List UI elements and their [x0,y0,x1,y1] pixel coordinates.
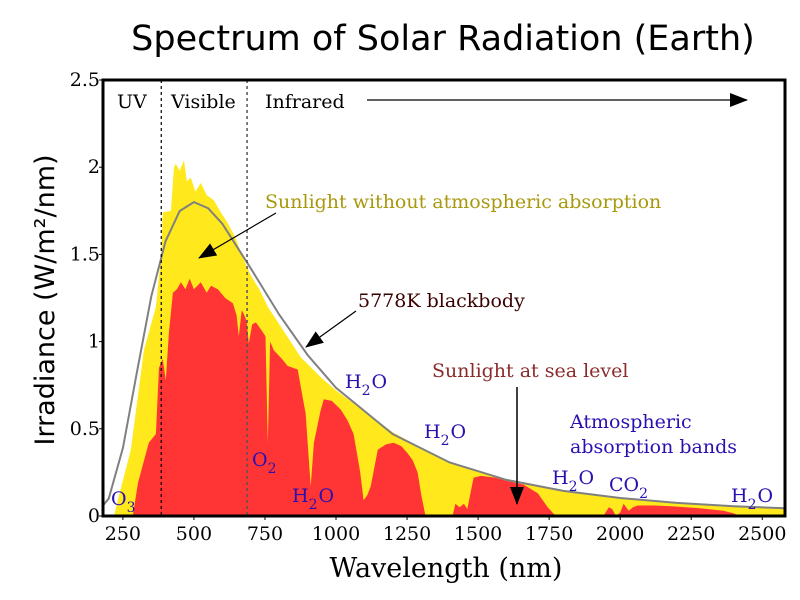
x-axis-label: Wavelength (nm) [330,553,563,584]
series-sea-level-area [132,278,740,516]
molecule-label: H2O [731,485,773,513]
y-tick-label: 1.5 [70,243,100,265]
arrow-blackbody [305,310,357,348]
arrow-extraterrestrial [198,212,277,259]
y-tick-label: 1 [88,331,100,353]
x-tick-label: 750 [247,523,283,545]
chart-title: Spectrum of Solar Radiation (Earth) [131,19,755,59]
label-absorption-bands-line2: absorption bands [570,436,737,458]
molecule-label: O2 [252,449,277,477]
label-sea-level: Sunlight at sea level [432,360,628,382]
label-blackbody: 5778K blackbody [358,290,525,312]
label-extraterrestrial: Sunlight without atmospheric absorption [265,191,661,213]
y-tick-label: 0 [88,505,100,527]
x-tick-label: 2250 [667,523,715,545]
molecule-label: H2O [424,421,466,449]
x-tick-label: 1000 [312,523,360,545]
absorption-band-labels: O3 O2 H2O H2O H2O H2O CO2 H2O [111,371,773,516]
x-tick-label: 1750 [525,523,573,545]
region-label-infrared: Infrared [265,91,345,113]
molecule-label: H2O [292,485,334,513]
x-tick-label: 2000 [596,523,644,545]
molecule-label: O3 [111,488,136,516]
label-absorption-bands-line1: Atmospheric [569,411,692,433]
x-tick-label: 1500 [454,523,502,545]
plot-area [103,80,785,516]
x-tick-label: 250 [105,523,141,545]
x-axis-ticks: 250 500 750 1000 1250 1500 1750 2000 2250 2500 [105,516,786,545]
molecule-label: H2O [552,467,594,495]
x-tick-label: 1250 [383,523,431,545]
region-label-visible: Visible [170,91,236,113]
y-axis-label: Irradiance (W/m²/nm) [30,154,61,445]
plot-frame [101,78,787,518]
molecule-label: H2O [345,371,387,399]
y-tick-label: 2 [88,156,100,178]
molecule-label: CO2 [609,474,648,502]
region-label-uv: UV [117,91,147,113]
x-tick-label: 500 [176,523,212,545]
y-tick-label: 0.5 [70,418,100,440]
x-tick-label: 2500 [738,523,786,545]
series-blackbody-line [103,200,785,510]
y-axis-ticks: 0 0.5 1 1.5 2 2.5 [70,69,103,527]
y-tick-label: 2.5 [70,69,100,91]
